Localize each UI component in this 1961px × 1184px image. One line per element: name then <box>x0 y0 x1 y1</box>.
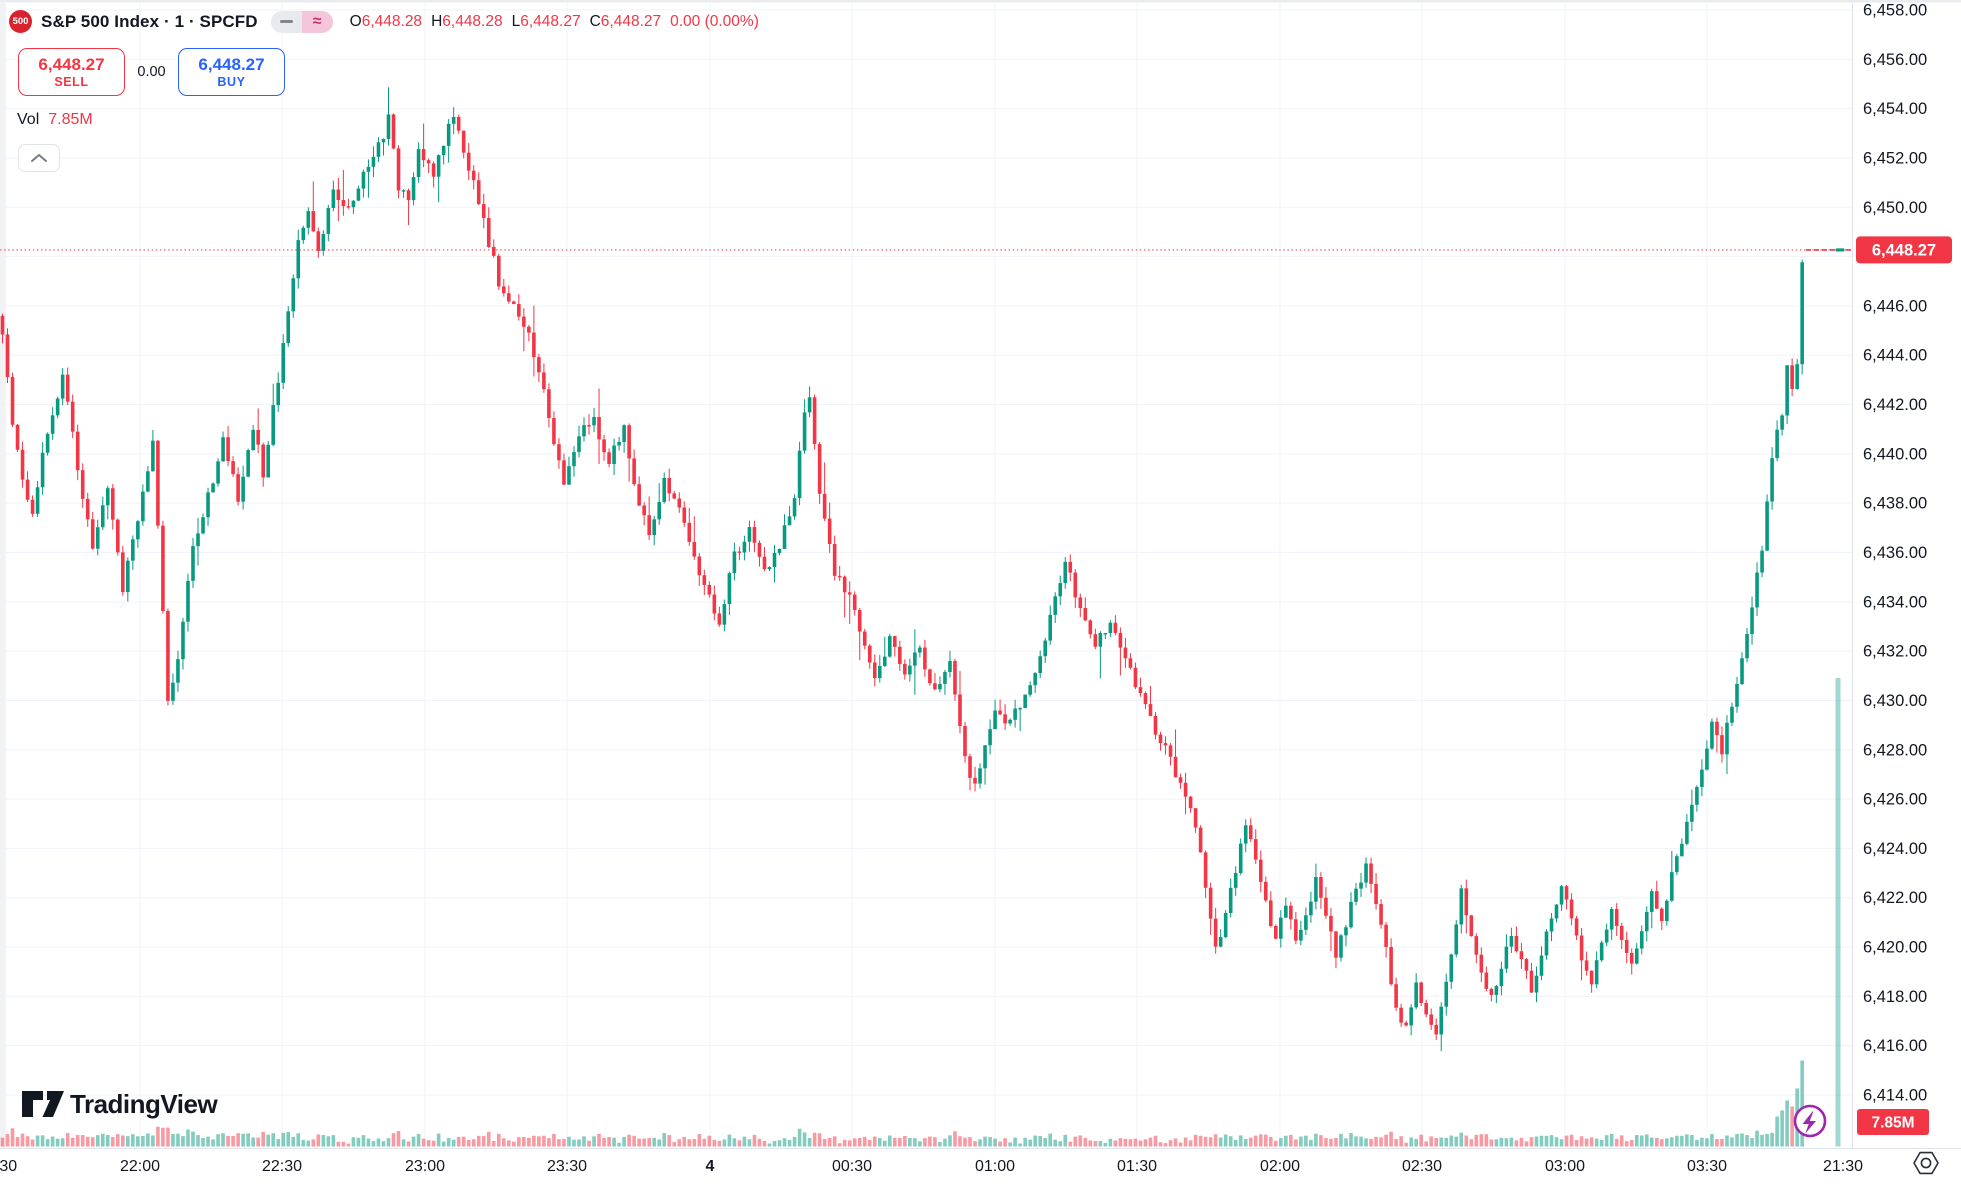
time-tick-label: 21:30 <box>1823 1158 1863 1175</box>
time-tick-label: 02:30 <box>1402 1158 1442 1175</box>
sell-button[interactable]: 6,448.27 SELL <box>18 48 125 96</box>
time-tick-label: 00:30 <box>832 1158 872 1175</box>
ohlc-readout: O6,448.28 H6,448.28 L6,448.27 C6,448.27 0.00… <box>350 13 759 31</box>
time-tick-label: 03:00 <box>1545 1158 1585 1175</box>
time-tick-label: 22:30 <box>262 1158 302 1175</box>
price-tick-label: 6,424.00 <box>1863 840 1927 858</box>
price-tick-label: 6,434.00 <box>1863 593 1927 611</box>
ohlc-token: H6,448.28 <box>431 12 503 30</box>
lightning-icon <box>1802 1111 1816 1134</box>
time-tick-label: 4 <box>706 1158 715 1175</box>
minus-icon <box>279 19 293 24</box>
ohlc-token: L6,448.27 <box>511 12 581 30</box>
volume-indicator-row: Vol 7.85M <box>17 111 93 129</box>
time-tick-label: 23:30 <box>547 1158 587 1175</box>
price-tick-label: 6,454.00 <box>1863 100 1927 118</box>
sell-price: 6,448.27 <box>38 54 105 74</box>
price-tick-label: 6,458.00 <box>1863 2 1927 20</box>
volume-axis-badge-value: 7.85M <box>1871 1115 1914 1132</box>
hide-indicator-button[interactable] <box>270 10 302 33</box>
top-border <box>0 0 1961 3</box>
time-tick-label: 01:30 <box>1117 1158 1157 1175</box>
ohlc-token: O6,448.28 <box>349 12 423 30</box>
buy-button[interactable]: 6,448.27 BUY <box>178 48 285 96</box>
price-axis[interactable]: 6,458.00 6,456.00 6,454.00 6,452.00 6,450.00… <box>1852 2 1961 1184</box>
chevron-up-icon <box>31 154 47 162</box>
price-tick-label: 6,416.00 <box>1863 1037 1927 1055</box>
price-tick-label: 6,418.00 <box>1863 988 1927 1006</box>
last-price-axis-value: 6,448.27 <box>1872 242 1936 260</box>
price-tick-label: 6,438.00 <box>1863 495 1927 513</box>
tradingview-logo: TradingView <box>22 1089 219 1119</box>
change-value: 0.00 (0.00%) <box>670 12 759 30</box>
price-tick-label: 6,432.00 <box>1863 643 1927 661</box>
price-tick-label: 6,456.00 <box>1863 51 1927 69</box>
price-tick-label: 6,440.00 <box>1863 445 1927 463</box>
indicator-toggle-pills: ≈ <box>270 10 333 33</box>
current-volume-spike <box>1835 678 1841 1147</box>
time-tick-label: 23:00 <box>405 1158 445 1175</box>
ohlc-token: C6,448.27 <box>589 12 662 30</box>
time-tick-label: 22:00 <box>120 1158 160 1175</box>
price-tick-label: 6,428.00 <box>1863 741 1927 759</box>
price-tick-label: 6,452.00 <box>1863 149 1927 167</box>
time-tick-label: :30 <box>0 1158 17 1175</box>
spread-value: 0.00 <box>137 64 166 80</box>
time-tick-label: 01:00 <box>975 1158 1015 1175</box>
price-tick-label: 6,414.00 <box>1863 1086 1927 1104</box>
price-tick-label: 6,442.00 <box>1863 396 1927 414</box>
time-axis[interactable]: :30 22:00 22:30 23:00 23:30 4 00:30 01:00 01:30 0… <box>0 1148 1961 1184</box>
logo-glyph-icon <box>22 1091 43 1117</box>
approx-icon: ≈ <box>312 12 322 30</box>
symbol-logo-badge: 500 <box>9 10 32 33</box>
collapse-panel-button[interactable] <box>18 144 60 172</box>
current-doji-candle <box>1835 248 1845 252</box>
volume-axis-badge <box>1857 1109 1929 1135</box>
price-tick-label: 6,446.00 <box>1863 297 1927 315</box>
volume-value: 7.85M <box>48 111 93 128</box>
price-tick-label: 6,420.00 <box>1863 939 1927 957</box>
time-tick-label: 03:30 <box>1687 1158 1727 1175</box>
time-tick-label: 02:00 <box>1260 1158 1300 1175</box>
volume-layer <box>0 1060 1804 1147</box>
volume-label: Vol <box>17 111 40 128</box>
gear-icon <box>1913 1151 1939 1175</box>
price-tick-label: 6,422.00 <box>1863 889 1927 907</box>
trade-panel: 6,448.27 SELL 0.00 6,448.27 BUY <box>18 48 285 96</box>
last-price-axis-label <box>1856 236 1952 264</box>
sell-label: SELL <box>54 74 89 89</box>
candles-layer <box>0 87 1804 1052</box>
instant-order-button[interactable] <box>1793 1104 1827 1138</box>
logo-text: TradingView <box>70 1089 218 1119</box>
pane-left-strip <box>0 3 6 1148</box>
price-tick-label: 6,444.00 <box>1863 347 1927 365</box>
timezone-settings-button[interactable] <box>1913 1151 1939 1175</box>
symbol-header: 500 S&P 500 Index · 1 · SPCFD ≈ O6,448.2… <box>9 10 759 33</box>
buy-label: BUY <box>217 74 246 89</box>
price-tick-label: 6,436.00 <box>1863 544 1927 562</box>
wave-toggle-button[interactable]: ≈ <box>301 10 333 33</box>
price-tick-label: 6,430.00 <box>1863 692 1927 710</box>
price-tick-label: 6,426.00 <box>1863 791 1927 809</box>
buy-price: 6,448.27 <box>198 54 265 74</box>
symbol-title[interactable]: S&P 500 Index · 1 · SPCFD <box>41 11 258 31</box>
price-tick-label: 6,450.00 <box>1863 199 1927 217</box>
